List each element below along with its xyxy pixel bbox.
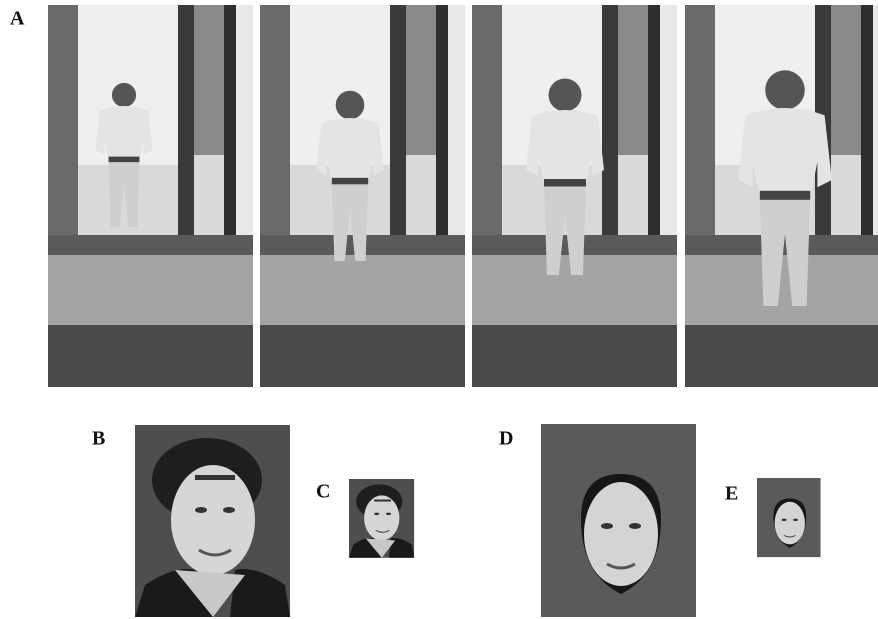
panel-label: E [725,483,738,505]
panel-e [757,478,821,557]
panel-label: B [92,428,105,450]
photo [48,5,253,387]
panel-c [349,479,414,558]
figure: A B C D E [0,0,878,619]
page: {"panels": [{"label": "A"}, {"label": "B… [0,0,878,619]
panel-label: D [499,428,513,450]
photo [135,425,290,617]
photo [349,479,414,558]
panel-label: C [316,481,330,503]
panel-a [48,0,878,400]
panel-label: A [10,8,25,30]
panel-d [541,424,696,617]
panel-b [135,425,290,617]
photo [757,478,821,557]
photo [541,424,696,617]
